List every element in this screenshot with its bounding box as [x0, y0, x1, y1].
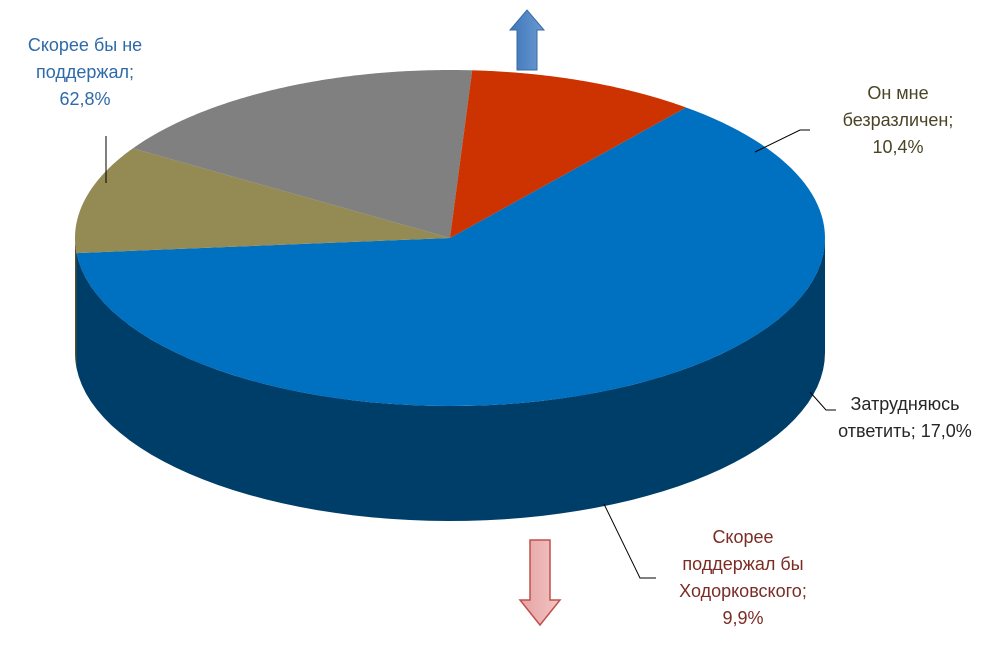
- data-label: Затрудняюсь ответить; 17,0%: [825, 391, 985, 445]
- slice-side: [75, 238, 77, 369]
- label-separator: ;: [948, 110, 954, 130]
- leader-line: [809, 391, 836, 411]
- data-label: Он мне безразличен; 10,4%: [833, 80, 963, 161]
- slice-sides: [75, 238, 825, 521]
- slice-tops: [75, 70, 825, 406]
- slice-side: [76, 238, 825, 521]
- label-value: 62,8%: [59, 89, 111, 109]
- label-value: 10,4%: [872, 137, 924, 157]
- label-separator: ;: [128, 62, 134, 82]
- down-arrow: [518, 539, 562, 627]
- label-name: Скорее поддержал бы Ходорковского: [679, 527, 804, 601]
- label-value: 17,0%: [920, 421, 972, 441]
- data-label: Скорее бы не поддержал; 62,8%: [20, 32, 150, 113]
- leader-line: [754, 129, 810, 153]
- data-label: Скорее поддержал бы Ходорковского; 9,9%: [673, 524, 813, 632]
- pie-slice: [75, 148, 450, 254]
- label-name: Он мне безразличен: [842, 83, 949, 130]
- pie-slice: [132, 70, 473, 238]
- label-separator: ;: [801, 581, 807, 601]
- pie-slice: [76, 107, 825, 406]
- leader-line: [603, 503, 656, 579]
- up-arrow: [508, 9, 546, 71]
- pie-slice: [450, 70, 686, 238]
- label-name: Затрудняюсь ответить: [838, 394, 960, 441]
- label-separator: ;: [910, 421, 916, 441]
- label-value: 9,9%: [722, 608, 764, 628]
- label-name: Скорее бы не поддержал: [27, 35, 143, 82]
